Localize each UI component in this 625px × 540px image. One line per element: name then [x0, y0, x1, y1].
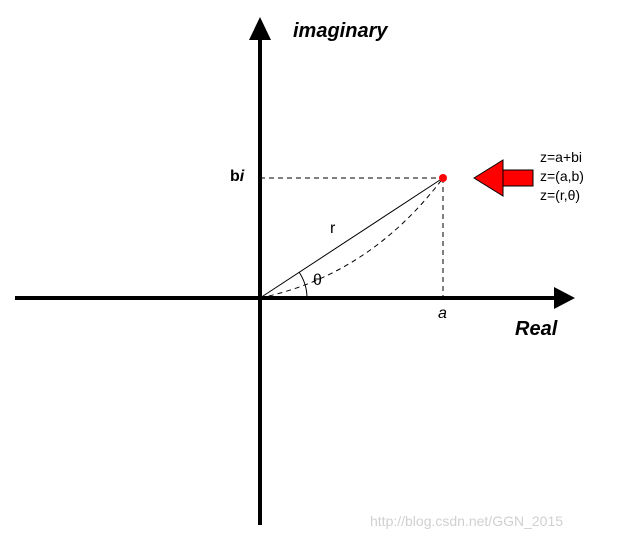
bi-b: b [230, 168, 240, 185]
imaginary-axis-label: imaginary [293, 20, 387, 43]
theta-label: θ [313, 272, 322, 290]
vector-line [260, 178, 443, 298]
a-tick-label: a [438, 305, 447, 323]
callout-arrow [474, 160, 533, 196]
equation-2: z=(a,b) [540, 167, 584, 186]
watermark: http://blog.csdn.net/GGN_2015 [370, 513, 563, 529]
real-axis-label: Real [515, 318, 557, 341]
x-axis-arrowhead [554, 287, 575, 309]
complex-plane-svg [0, 0, 625, 540]
equation-1: z=a+bi [540, 148, 582, 167]
equation-3: z=(r,θ) [540, 186, 580, 205]
r-label: r [330, 220, 335, 238]
bi-i: i [240, 168, 244, 185]
bi-tick-label: bi [230, 168, 244, 186]
y-axis-arrowhead [249, 17, 271, 40]
point-z [439, 174, 447, 182]
